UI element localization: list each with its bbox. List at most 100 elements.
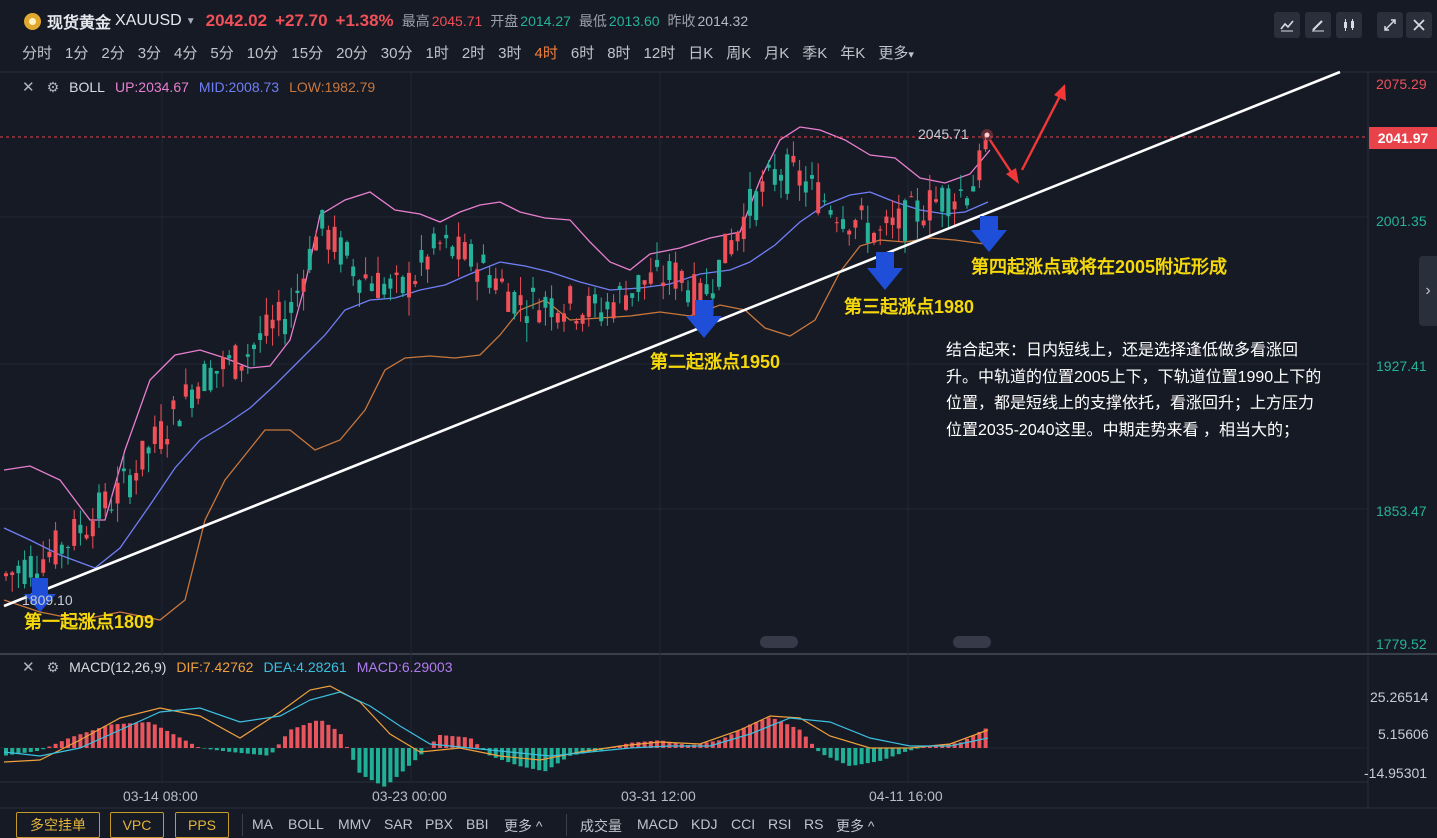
macd-panel — [3, 685, 989, 787]
divider — [566, 814, 567, 836]
scroll-handle[interactable] — [953, 636, 991, 648]
open-value: 2014.27 — [520, 13, 571, 29]
gear-icon[interactable]: ⚙ — [46, 658, 60, 675]
main-indicator-item[interactable]: MMV — [338, 816, 371, 832]
gear-icon[interactable]: ⚙ — [46, 78, 60, 95]
main-indicator-item[interactable]: BOLL — [288, 816, 324, 832]
tab-timeframe[interactable]: 30分 — [380, 44, 413, 62]
macd-legend: ✕ ⚙ MACD(12,26,9) DIF:7.42762 DEA:4.2826… — [22, 658, 452, 677]
tab-timeframe[interactable]: 日K — [688, 44, 714, 62]
sub-indicator-item[interactable]: RSI — [768, 816, 792, 832]
indicator-bar — [0, 810, 1437, 838]
tab-timeframe[interactable]: 3时 — [498, 44, 522, 62]
tab-timeframe[interactable]: 8时 — [607, 44, 631, 62]
candlesticks — [4, 136, 988, 598]
tab-timeframe[interactable]: 12时 — [643, 44, 676, 62]
sub-indicator-item[interactable]: KDJ — [691, 816, 718, 832]
bollinger-bands — [3, 126, 991, 621]
time-tick: 03-14 08:00 — [123, 788, 198, 804]
pps-button[interactable]: PPS — [175, 812, 229, 838]
vpc-button[interactable]: VPC — [110, 812, 164, 838]
red-arrow-down-icon — [988, 139, 1019, 184]
tab-timeframe[interactable]: 季K — [802, 44, 828, 62]
low-value: 2013.60 — [608, 13, 660, 29]
line-chart-icon[interactable] — [1274, 12, 1300, 38]
price-change: +27.70 — [275, 11, 328, 30]
sub-indicator-item[interactable]: 成交量 — [580, 818, 622, 834]
price-tick: 2001.35 — [1376, 213, 1427, 229]
macd-tick: 5.15606 — [1378, 726, 1429, 742]
tab-timeframe[interactable]: 年K — [840, 44, 866, 62]
price-tick: 1927.41 — [1376, 358, 1427, 374]
candlestick-icon[interactable] — [1336, 12, 1362, 38]
draw-pen-icon[interactable] — [1305, 12, 1331, 38]
prev-close-value: 2014.32 — [697, 13, 749, 29]
sub-indicator-item[interactable]: MACD — [637, 816, 679, 832]
chevron-down-icon[interactable]: ▾ — [908, 48, 914, 61]
current-price-tag: 2041.97 — [1369, 127, 1437, 149]
blue-arrow-down-icon — [686, 300, 722, 338]
boll-name: BOLL — [69, 79, 105, 95]
price-change-percent: +1.38% — [335, 11, 394, 30]
long-short-orders-button[interactable]: 多空挂单 — [16, 812, 100, 838]
main-indicator-item[interactable]: PBX — [425, 816, 454, 832]
close-icon[interactable]: ✕ — [22, 79, 35, 96]
tab-timeframe[interactable]: 20分 — [336, 44, 368, 62]
chevron-down-icon[interactable]: ▼ — [185, 15, 196, 27]
main-indicator-item[interactable]: 更多 ^ — [504, 818, 543, 834]
close-icon[interactable] — [1406, 12, 1432, 38]
macd-dea-value: DEA:4.28261 — [263, 659, 347, 675]
tab-timeframe[interactable]: 10分 — [246, 44, 279, 62]
boll-up-value: UP:2034.67 — [114, 79, 189, 95]
chevron-right-icon[interactable]: › — [1419, 256, 1437, 326]
tab-timeframe[interactable]: 6时 — [570, 44, 595, 62]
tab-timeframe[interactable]: 周K — [726, 44, 752, 62]
boll-legend: ✕ ⚙ BOLL UP:2034.67 MID:2008.73 LOW:1982… — [22, 78, 376, 97]
tab-timeframe[interactable]: 2时 — [461, 44, 486, 62]
quote-bar: 现货黄金 XAUUSD ▼ 2042.02 +27.70 +1.38% 最高 2… — [0, 6, 756, 36]
tab-timeframe[interactable]: 2分 — [101, 44, 125, 62]
support-trendline — [3, 70, 1341, 608]
tab-timeframe[interactable]: 15分 — [291, 44, 324, 62]
red-arrow-up-icon — [1020, 84, 1066, 171]
tab-timeframe[interactable]: 3分 — [137, 44, 162, 62]
analysis-note: 结合起来：日内短线上，还是选择逢低做多看涨回升。中轨道的位置2005上下，下轨道… — [946, 342, 1322, 439]
boll-low-value: LOW:1982.79 — [289, 79, 376, 95]
high-mark-label: 2045.71 — [918, 126, 969, 142]
instrument-name[interactable]: 现货黄金 — [47, 15, 112, 32]
blue-arrow-down-icon — [24, 578, 56, 612]
sub-indicator-item[interactable]: CCI — [731, 816, 756, 832]
gold-coin-icon — [24, 12, 41, 30]
tab-timeframe[interactable]: 分时 — [22, 44, 53, 62]
annotation-rise-point-3: 第三起涨点1980 — [844, 297, 975, 317]
tab-timeframe[interactable]: 1时 — [425, 44, 449, 62]
tab-timeframe[interactable]: 5分 — [210, 44, 234, 62]
instrument-symbol[interactable]: XAUUSD — [115, 12, 182, 29]
scroll-handle[interactable] — [760, 636, 798, 648]
sub-indicator-item[interactable]: RS — [804, 816, 824, 832]
annotation-rise-point-2: 第二起涨点1950 — [650, 352, 781, 372]
tab-timeframe[interactable]: 4分 — [174, 44, 198, 62]
close-icon[interactable]: ✕ — [22, 659, 35, 676]
main-indicator-item[interactable]: MA — [252, 816, 273, 832]
macd-tick: -14.95301 — [1364, 765, 1428, 781]
low-mark-label: 1809.10 — [22, 592, 73, 608]
sub-indicator-item[interactable]: 更多 ^ — [836, 818, 875, 834]
divider — [242, 814, 243, 836]
chart-header: 现货黄金 XAUUSD ▼ 2042.02 +27.70 +1.38% 最高 2… — [0, 0, 1437, 72]
tab-timeframe[interactable]: 4时 — [534, 44, 558, 62]
macd-tick: 25.26514 — [1370, 689, 1429, 705]
high-label: 最高 — [401, 13, 430, 29]
fullscreen-icon[interactable] — [1377, 12, 1403, 38]
price-tick: 2075.29 — [1376, 76, 1427, 92]
tab-timeframe[interactable]: 更多▾ — [878, 44, 914, 62]
tab-timeframe[interactable]: 月K — [764, 44, 790, 62]
time-tick: 04-11 16:00 — [869, 788, 943, 804]
time-tick: 03-31 12:00 — [621, 788, 696, 804]
main-indicator-item[interactable]: SAR — [384, 816, 413, 832]
annotation-rise-point-4: 第四起涨点或将在2005附近形成 — [971, 257, 1228, 277]
tab-timeframe[interactable]: 1分 — [65, 44, 89, 62]
time-tick: 03-23 00:00 — [372, 788, 447, 804]
main-indicator-item[interactable]: BBI — [466, 816, 489, 832]
